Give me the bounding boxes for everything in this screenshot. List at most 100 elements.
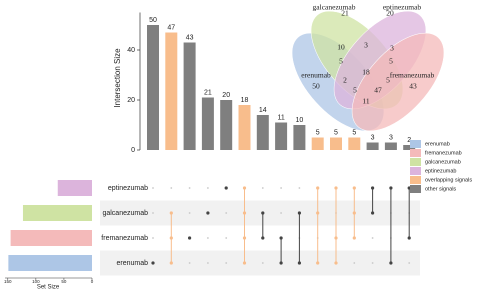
- dot: [371, 211, 375, 215]
- inactive-dot: [371, 237, 374, 239]
- inactive-dot: [225, 212, 228, 214]
- set-bar: [8, 255, 92, 271]
- set-label: fremanezumab: [101, 235, 148, 242]
- bar: [165, 32, 178, 150]
- bar-label: 10: [296, 117, 304, 124]
- bar: [384, 142, 397, 150]
- inactive-dot: [152, 212, 154, 214]
- inactive-dot: [298, 187, 301, 189]
- inactive-dot: [188, 187, 191, 189]
- legend-swatch: [410, 185, 421, 193]
- bar: [183, 42, 196, 150]
- dot: [224, 186, 228, 190]
- y-tick-label: 0: [131, 147, 135, 154]
- venn-region-count: 5: [389, 57, 393, 66]
- bar-label: 50: [149, 17, 157, 24]
- dot: [206, 211, 210, 215]
- bar: [147, 25, 159, 150]
- bar-label: 5: [352, 129, 356, 136]
- venn-set-label: eptinezumab: [383, 3, 422, 12]
- inactive-dot: [261, 187, 264, 189]
- bar-label: 14: [259, 107, 267, 114]
- set-tick-label: 0: [91, 279, 94, 284]
- venn-set-label: fremanezumab: [390, 71, 435, 80]
- set-bar: [22, 205, 93, 221]
- dot: [316, 261, 320, 265]
- venn-region-count: 43: [409, 82, 417, 91]
- dot: [316, 186, 320, 190]
- venn-set-label: erenumab: [301, 71, 331, 80]
- venn-region-count: 5: [353, 86, 357, 95]
- dot: [297, 261, 301, 265]
- bar: [293, 125, 306, 150]
- bar: [275, 122, 288, 150]
- inactive-dot: [408, 262, 411, 264]
- set-tick-label: 100: [32, 279, 40, 284]
- bar: [366, 142, 379, 150]
- dot: [407, 236, 411, 240]
- bar-label: 11: [277, 114, 284, 121]
- inactive-dot: [280, 187, 282, 189]
- set-label: galcanezumab: [102, 210, 148, 217]
- inactive-dot: [225, 237, 228, 239]
- venn-region-count: 21: [341, 9, 349, 18]
- legend-label: erenumab: [425, 141, 450, 147]
- dot: [151, 261, 155, 265]
- set-label: erenumab: [116, 260, 148, 267]
- dot: [371, 186, 375, 190]
- bar-label: 3: [371, 134, 375, 141]
- dot: [352, 211, 356, 215]
- bar-label: 21: [204, 89, 212, 96]
- set-bar: [10, 230, 93, 246]
- dot: [334, 186, 338, 190]
- venn-region-count: 2: [343, 76, 347, 85]
- dot: [242, 186, 247, 190]
- legend-label: other signals: [425, 186, 456, 192]
- legend-swatch: [410, 140, 421, 148]
- venn-region-count: 5: [339, 57, 343, 66]
- legend-label: galcanezumab: [425, 159, 461, 165]
- dot: [279, 261, 283, 265]
- inactive-dot: [207, 187, 209, 189]
- bar: [348, 137, 361, 150]
- bar: [238, 105, 251, 150]
- inactive-dot: [188, 262, 191, 264]
- venn-set: [351, 32, 445, 132]
- bar: [330, 137, 342, 150]
- legend-swatch: [410, 176, 421, 184]
- inactive-dot: [152, 237, 154, 239]
- x-axis-title: Set Size: [37, 285, 60, 291]
- dot: [297, 211, 301, 215]
- inactive-dot: [261, 262, 264, 264]
- legend-label: fremanezumab: [425, 150, 462, 156]
- set-bar: [57, 180, 92, 196]
- inactive-dot: [353, 262, 356, 264]
- legend-swatch: [410, 158, 421, 166]
- inactive-dot: [207, 237, 209, 239]
- legend-label: overlapping signals: [425, 177, 472, 183]
- dot: [279, 236, 283, 240]
- inactive-dot: [188, 212, 191, 214]
- legend-swatch: [410, 167, 421, 175]
- inactive-dot: [371, 262, 374, 264]
- bar: [201, 97, 214, 150]
- dot: [169, 236, 173, 240]
- bar: [256, 115, 269, 150]
- venn: eptinezumab galcanezumab fremanezumab erenu…: [291, 3, 445, 132]
- dot: [352, 186, 356, 190]
- venn-region-count: 18: [362, 68, 370, 77]
- dot: [334, 261, 338, 265]
- bar-label: 43: [186, 34, 194, 41]
- dot: [261, 211, 265, 215]
- set-label: eptinezumab: [108, 185, 148, 192]
- dot: [334, 236, 338, 240]
- bar-label: 5: [334, 129, 338, 136]
- venn-region-count: 3: [364, 41, 368, 50]
- y-tick-label: 40: [127, 47, 135, 54]
- bar-label: 47: [167, 24, 175, 31]
- venn-set-label: galcanezumab: [313, 3, 356, 12]
- inactive-dot: [170, 187, 173, 189]
- y-axis-title: Intersection Size: [113, 48, 122, 108]
- venn-region-count: 20: [386, 9, 394, 18]
